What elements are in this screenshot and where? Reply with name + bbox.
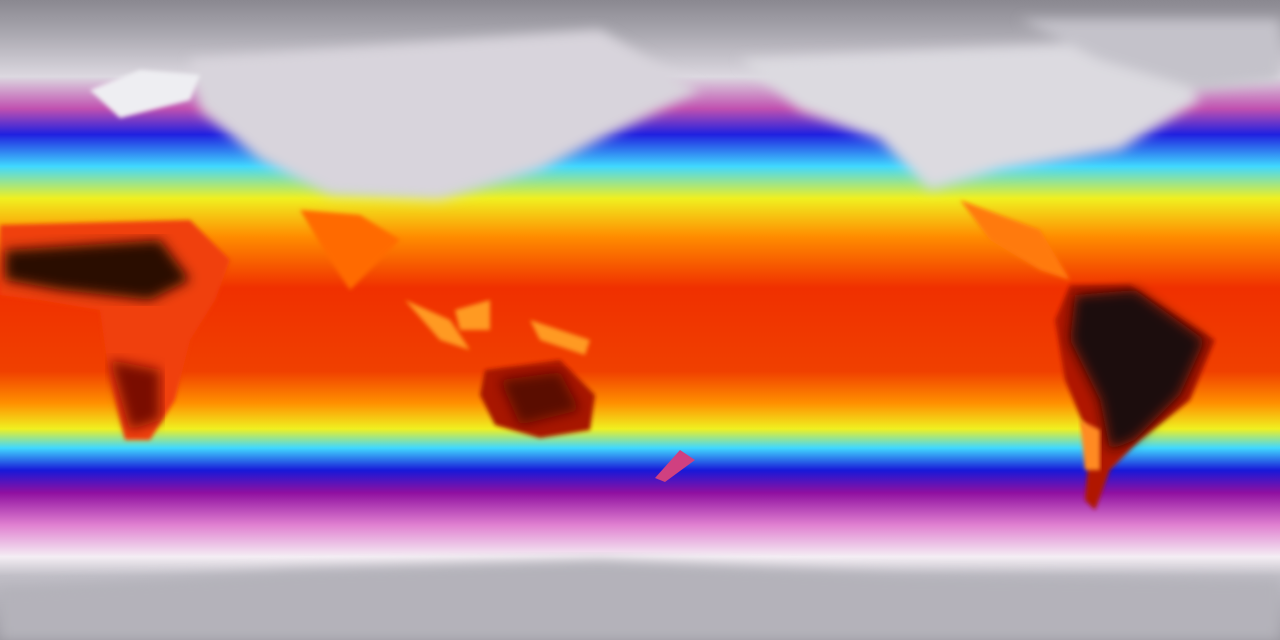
south-america-hot — [1070, 290, 1205, 450]
north-africa-hot — [5, 240, 190, 300]
new-zealand — [655, 450, 695, 482]
africa — [0, 220, 230, 440]
south-america — [1055, 285, 1215, 510]
northern-landmasses — [190, 20, 1280, 200]
antarctica — [0, 560, 1280, 640]
indonesia — [405, 300, 590, 355]
india — [300, 210, 400, 290]
greenland — [90, 70, 200, 118]
australia-hot-core — [500, 372, 580, 425]
central-america — [960, 200, 1070, 280]
